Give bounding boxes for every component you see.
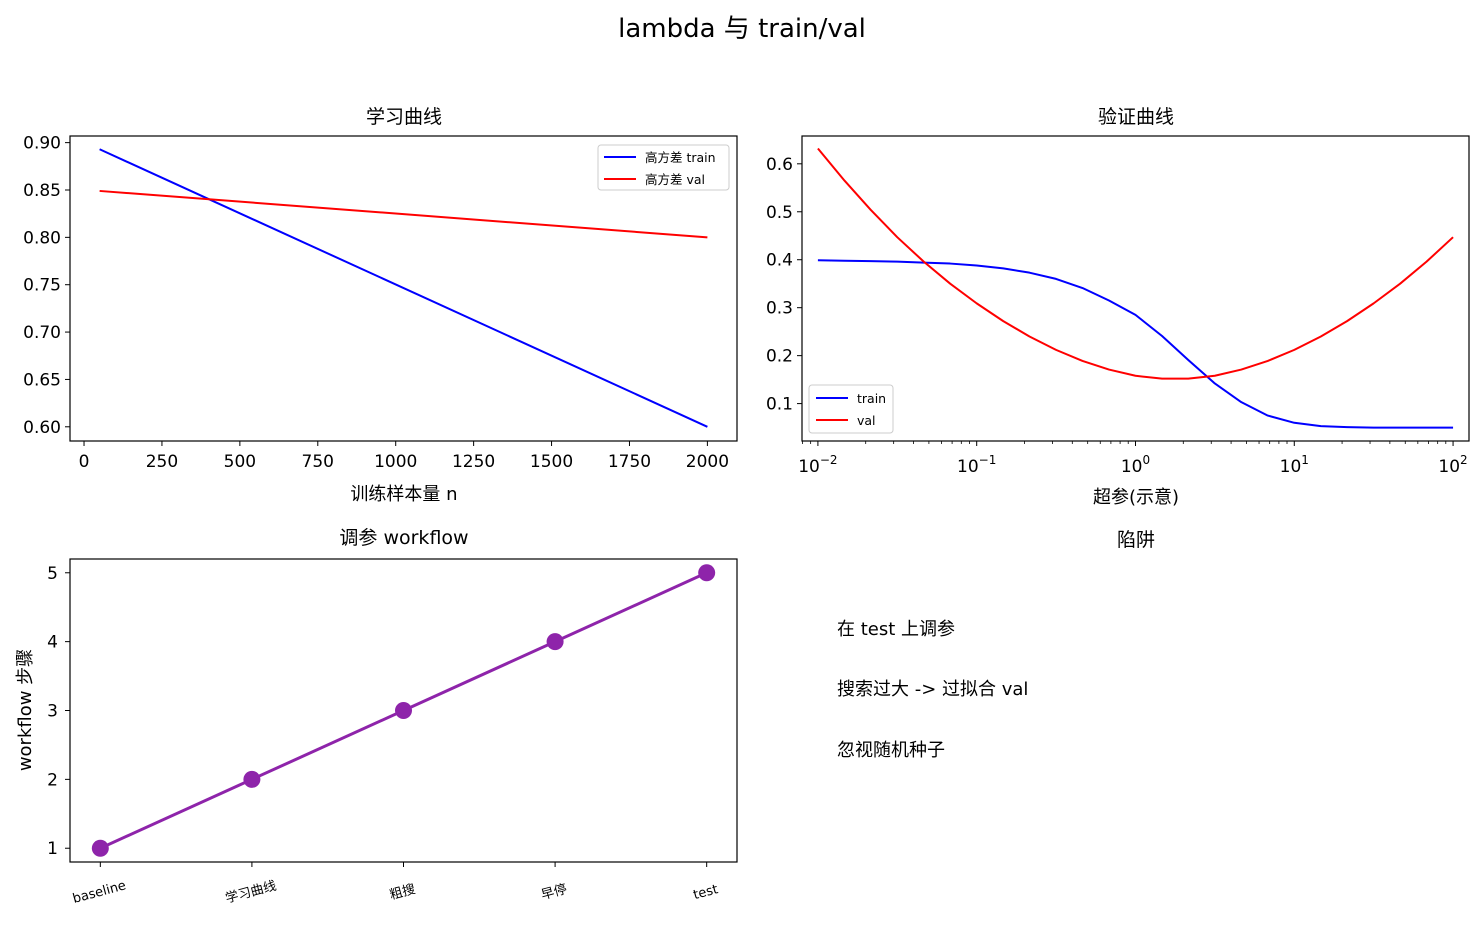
- y-tick-label: 2: [47, 770, 58, 790]
- y-tick-label: 1: [47, 839, 58, 859]
- x-tick-label: 粗搜: [388, 882, 417, 903]
- x-tick-label: 250: [146, 452, 178, 472]
- legend-label-val: val: [857, 413, 876, 428]
- validation-curve-frame: [801, 135, 1470, 442]
- x-tick-label: 1000: [374, 452, 417, 472]
- pitfall-item-3: 忽视随机种子: [837, 740, 945, 761]
- y-tick-label: 0.75: [23, 276, 61, 296]
- x-tick-label: test: [692, 882, 720, 903]
- pitfall-item-2: 搜索过大 -> 过拟合 val: [837, 679, 1028, 700]
- workflow-ylabel: workflow 步骤: [15, 649, 36, 771]
- x-tick-label: 1250: [452, 452, 495, 472]
- y-tick-label: 0.5: [766, 203, 793, 223]
- y-tick-label: 0.90: [23, 134, 61, 154]
- x-tick-label: 0: [79, 452, 90, 472]
- validation-curve-legend: train val: [808, 384, 894, 434]
- x-tick-label: 100: [1121, 453, 1150, 477]
- series-line-高方差-val: [99, 189, 708, 239]
- y-tick-label: 0.6: [766, 155, 793, 175]
- pitfalls-title: 陷阱: [1117, 529, 1155, 551]
- legend-label-val: 高方差 val: [645, 172, 705, 187]
- x-tick-label: 2000: [686, 452, 729, 472]
- legend-label-train: train: [857, 391, 886, 406]
- pitfall-item-1: 在 test 上调参: [837, 619, 955, 640]
- validation-curve-title: 验证曲线: [1098, 106, 1174, 128]
- learning-curve-title: 学习曲线: [366, 106, 442, 128]
- y-tick-label: 0.70: [23, 323, 61, 343]
- y-tick-label: 3: [47, 702, 58, 722]
- series-line-train: [817, 259, 1454, 429]
- learning-curve-plot: [99, 148, 708, 428]
- y-tick-label: 0.1: [766, 395, 793, 415]
- y-tick-label: 0.4: [766, 251, 793, 271]
- learning-curve-legend: 高方差 train 高方差 val: [597, 144, 730, 191]
- x-tick-label: 750: [302, 452, 334, 472]
- series-line-val: [817, 147, 1454, 380]
- workflow-marker: [243, 770, 261, 788]
- x-tick-label: 10−2: [798, 453, 837, 477]
- x-tick-label: baseline: [71, 878, 127, 907]
- x-tick-label: 101: [1280, 453, 1309, 477]
- workflow-marker: [91, 839, 109, 857]
- y-tick-label: 4: [47, 633, 58, 653]
- learning-curve-frame: [69, 135, 738, 442]
- legend-label-train: 高方差 train: [645, 150, 716, 165]
- y-tick-label: 0.3: [766, 299, 793, 319]
- workflow-title: 调参 workflow: [339, 527, 468, 549]
- figure-suptitle: lambda 与 train/val: [618, 14, 866, 44]
- validation-curve-axes: 10−2 10−1 100 101 102 0.1 0.2 0.3 0.4 0.5 0.6: [766, 155, 1468, 477]
- workflow-plot: [91, 564, 716, 857]
- learning-curve-axes: 0 250 500 750 1000 1250 1500 1750 2000 0.60 0.65 0.…: [23, 134, 729, 472]
- y-tick-label: 0.80: [23, 228, 61, 248]
- workflow-marker: [395, 702, 412, 719]
- workflow-marker: [546, 633, 564, 651]
- x-tick-label: 10−1: [957, 453, 996, 477]
- y-tick-label: 5: [47, 564, 58, 584]
- validation-curve-xlabel: 超参(示意): [1093, 487, 1179, 508]
- y-tick-label: 0.65: [23, 370, 61, 390]
- workflow-marker: [698, 564, 716, 582]
- x-tick-label: 500: [224, 452, 256, 472]
- series-line-高方差-train: [99, 148, 708, 428]
- x-tick-label: 102: [1438, 453, 1467, 477]
- learning-curve-xlabel: 训练样本量 n: [350, 484, 457, 505]
- x-tick-label: 早停: [539, 881, 568, 903]
- x-tick-label: 1500: [530, 452, 573, 472]
- x-tick-label: 学习曲线: [224, 878, 278, 907]
- y-tick-label: 0.60: [23, 418, 61, 438]
- workflow-axes: baseline 学习曲线 粗搜 早停 test 1 2 3 4 5: [47, 564, 720, 907]
- y-tick-label: 0.2: [766, 347, 793, 367]
- validation-curve-plot: [817, 147, 1454, 429]
- y-tick-label: 0.85: [23, 181, 61, 201]
- x-tick-label: 1750: [608, 452, 651, 472]
